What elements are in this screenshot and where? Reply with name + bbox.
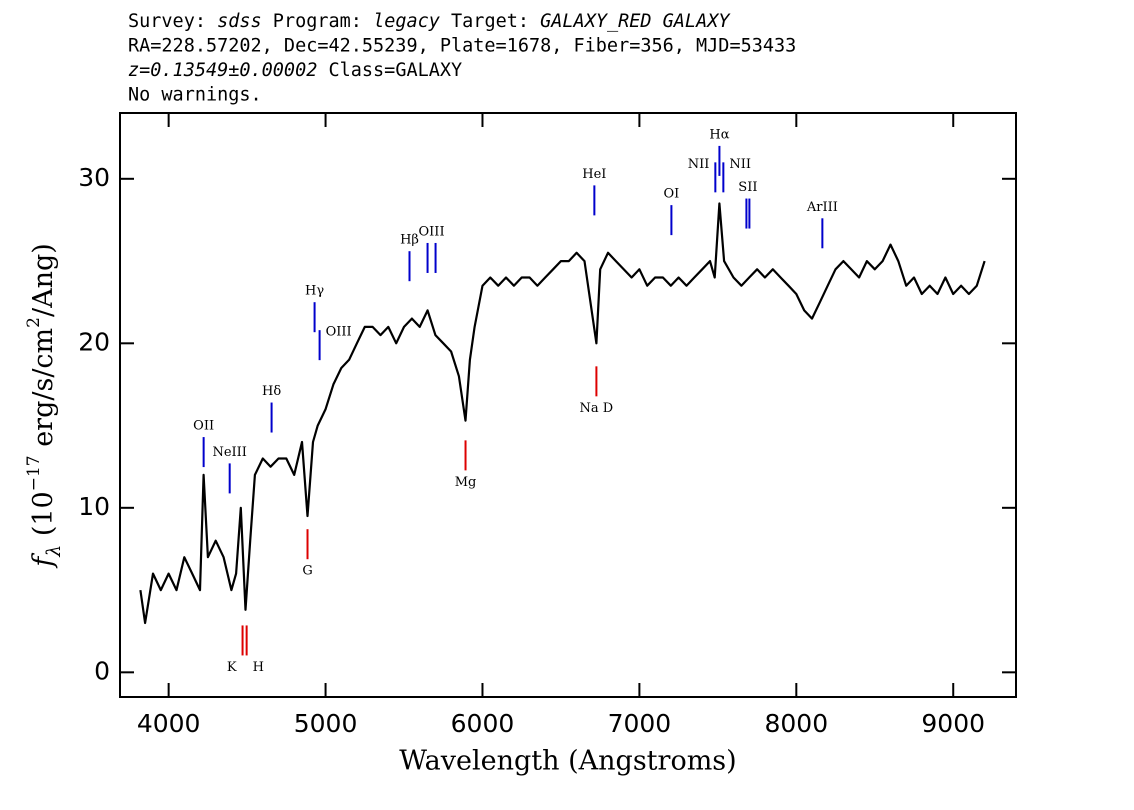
- spectral-line-label: OIII: [419, 224, 445, 239]
- header-text: RA=228.57202, Dec=42.55239, Plate=1678, …: [128, 36, 796, 57]
- spectral-line-label: G: [302, 564, 312, 579]
- spectral-line-label: OII: [193, 419, 214, 434]
- header-line: No warnings.: [128, 85, 262, 106]
- header-line: Survey: sdss Program: legacy Target: GAL…: [128, 11, 731, 32]
- spectral-line-label: NII: [688, 157, 710, 172]
- header-text: z=0.13549±0.00002: [128, 60, 317, 81]
- spectral-line-label: Hα: [709, 127, 729, 142]
- spectral-line-label: Na D: [580, 401, 614, 416]
- y-label-part: erg/s/cm: [28, 328, 59, 456]
- spectral-line-label: Mg: [455, 475, 477, 490]
- y-axis-label: fλ (10−17 erg/s/cm2/Ang): [24, 243, 66, 569]
- header-text: legacy: [373, 11, 441, 32]
- spectral-line-label: NeIII: [212, 445, 246, 460]
- spectral-line-label: OIII: [326, 325, 352, 340]
- y-label-part: λ: [43, 545, 65, 558]
- spectral-line-label: SII: [738, 180, 757, 195]
- x-tick-label: 6000: [451, 709, 515, 738]
- y-label-part: 2: [24, 317, 44, 328]
- header-text: Program:: [262, 11, 373, 32]
- x-tick-label: 5000: [294, 709, 358, 738]
- spectral-line-label: HeI: [582, 167, 606, 182]
- x-tick-label: 4000: [137, 709, 201, 738]
- header-text: GALAXY_RED GALAXY: [540, 11, 731, 32]
- spectral-line-label: Hβ: [400, 233, 419, 248]
- spectral-line-label: Hγ: [305, 284, 324, 299]
- x-tick-label: 7000: [608, 709, 672, 738]
- spectral-line-label: Hδ: [262, 384, 281, 399]
- header-line: z=0.13549±0.00002 Class=GALAXY: [128, 60, 462, 81]
- spectral-line-label: ArIII: [806, 200, 838, 215]
- y-tick-label: 20: [78, 327, 110, 356]
- x-axis-label: Wavelength (Angstroms): [399, 746, 736, 777]
- header-text: Target:: [440, 11, 540, 32]
- header-text: sdss: [217, 11, 262, 32]
- y-label-part: −17: [24, 455, 44, 491]
- header-text: Survey:: [128, 11, 217, 32]
- spectral-line-label: NII: [729, 157, 751, 172]
- plot-frame: [119, 112, 1017, 698]
- y-label-part: (10: [28, 491, 59, 544]
- spectrum-line: [139, 202, 986, 625]
- header-text: Class=GALAXY: [317, 60, 462, 81]
- y-tick-label: 30: [78, 163, 110, 192]
- header-text: No warnings.: [128, 85, 262, 106]
- header-line: RA=228.57202, Dec=42.55239, Plate=1678, …: [128, 36, 796, 57]
- spectral-line-label: K: [227, 660, 237, 675]
- x-tick-label: 8000: [765, 709, 829, 738]
- y-label-part: /Ang): [28, 243, 59, 317]
- y-tick-label: 10: [78, 492, 110, 521]
- x-tick-label: 9000: [921, 709, 985, 738]
- spectral-line-label: H: [253, 660, 264, 675]
- spectral-line-label: OI: [664, 187, 680, 202]
- y-tick-label: 0: [94, 656, 110, 685]
